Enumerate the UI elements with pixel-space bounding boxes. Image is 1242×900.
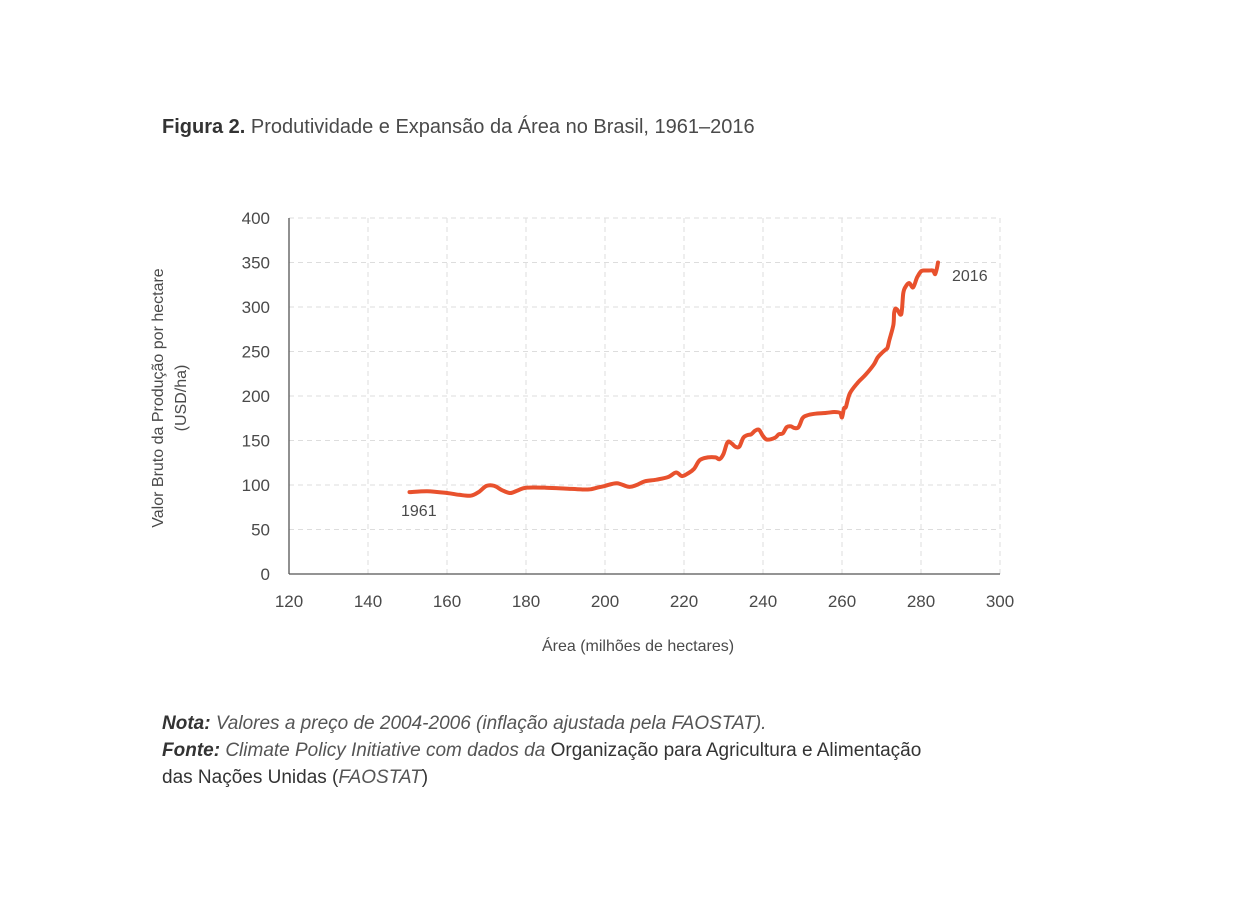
y-tick-label: 300: [242, 298, 270, 317]
fonte-org-line2: das Nações Unidas (: [162, 767, 339, 788]
nota-label: Nota:: [162, 713, 211, 734]
x-tick-label: 180: [512, 592, 540, 611]
x-tick-label: 140: [354, 592, 382, 611]
y-tick-label: 100: [242, 476, 270, 495]
y-tick-label: 50: [251, 521, 270, 540]
x-tick-label: 200: [591, 592, 619, 611]
y-tick-label: 250: [242, 343, 270, 362]
annotation-end: 2016: [952, 268, 988, 285]
x-tick-label: 280: [907, 592, 935, 611]
y-axis-unit: (USD/ha): [173, 365, 190, 432]
x-tick-label: 300: [986, 592, 1014, 611]
x-axis-title: Área (milhões de hectares): [542, 636, 734, 655]
x-tick-label: 160: [433, 592, 461, 611]
x-tick-label: 260: [828, 592, 856, 611]
y-tick-label: 200: [242, 387, 270, 406]
fonte-line-2: das Nações Unidas (FAOSTAT): [162, 764, 1062, 791]
figure-notes: Nota: Valores a preço de 2004-2006 (infl…: [162, 710, 1062, 791]
figure-title: Figura 2. Produtividade e Expansão da Ár…: [162, 116, 755, 139]
annotation-start: 1961: [401, 503, 437, 520]
series-line: [407, 260, 940, 498]
figure-title-text: Produtividade e Expansão da Área no Bras…: [250, 116, 755, 138]
fonte-line: Fonte: Climate Policy Initiative com dad…: [162, 737, 1062, 764]
x-tick-label: 240: [749, 592, 777, 611]
nota-line: Nota: Valores a preço de 2004-2006 (infl…: [162, 710, 1062, 737]
y-tick-label: 150: [242, 432, 270, 451]
y-tick-label: 0: [261, 565, 270, 584]
y-tick-labels: 0 50 100 150 200 250 300 350 400: [242, 209, 270, 584]
x-tick-labels: 120 140 160 180 200 220 240 260 280 300: [275, 592, 1014, 611]
y-tick-label: 400: [242, 209, 270, 228]
fonte-org-line1: Organização para Agricultura e Alimentaç…: [550, 740, 922, 761]
y-tick-label: 350: [242, 254, 270, 273]
x-tick-label: 220: [670, 592, 698, 611]
fonte-text: Climate Policy Initiative com dados da: [220, 740, 551, 761]
grid: [289, 217, 1001, 574]
y-axis-title: Valor Bruto da Produção por hectare: [150, 268, 167, 528]
figure-label: Figura 2.: [162, 116, 246, 138]
nota-text: Valores a preço de 2004-2006 (inflação a…: [210, 713, 767, 734]
x-tick-label: 120: [275, 592, 303, 611]
fonte-abbr: FAOSTAT: [338, 767, 422, 788]
axes: [288, 218, 1000, 575]
fonte-label: Fonte:: [162, 740, 221, 761]
line-chart: 0 50 100 150 200 250 300 350 400 120 140 160 180 200…: [150, 209, 1014, 655]
fonte-close: ): [421, 767, 429, 788]
